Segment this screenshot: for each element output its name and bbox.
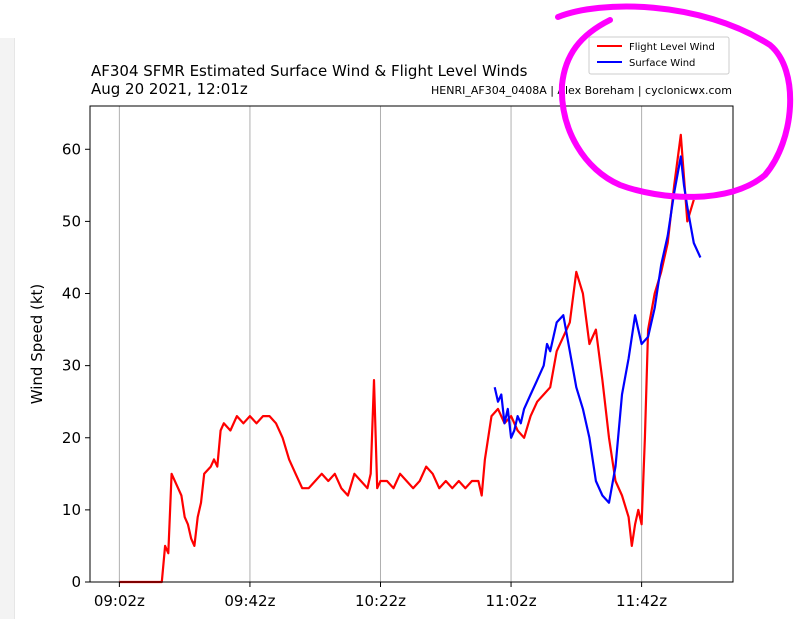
legend: Flight Level Wind Surface Wind: [588, 36, 730, 75]
chart-subtitle: Aug 20 2021, 12:01z: [91, 80, 248, 98]
plot-frame: [89, 105, 734, 583]
y-axis-label: Wind Speed (kt): [28, 284, 46, 405]
legend-label-surface: Surface Wind: [629, 58, 695, 69]
legend-box: [588, 36, 730, 75]
y-tick-label: 50: [62, 212, 81, 230]
grid-lines: [118, 106, 643, 582]
legend-label-flight-level: Flight Level Wind: [629, 42, 715, 53]
y-tick-label: 0: [71, 573, 81, 591]
series-line-surface-wind: [493, 155, 702, 504]
axis-ticks: 09:02z 09:42z 10:22z 11:02z 11:42z 0 10 20 30 40 5…: [62, 140, 667, 610]
left-window-edge: [0, 38, 15, 619]
chart-title: AF304 SFMR Estimated Surface Wind & Flig…: [91, 62, 528, 80]
x-tick-label: 09:42z: [224, 592, 275, 610]
x-tick-label: 11:02z: [485, 592, 536, 610]
highlight-circle-annotation: [555, 3, 794, 200]
x-tick-label: 11:42z: [616, 592, 667, 610]
x-tick-label: 09:02z: [94, 592, 145, 610]
chart-source: HENRI_AF304_0408A | Alex Boreham | cyclo…: [431, 84, 732, 97]
x-tick-label: 10:22z: [355, 592, 406, 610]
y-tick-label: 10: [62, 501, 81, 519]
series-line-flight-level-wind: [119, 133, 695, 584]
y-tick-label: 20: [62, 429, 81, 447]
series-layer: [119, 133, 702, 584]
y-tick-label: 60: [62, 140, 81, 158]
y-tick-label: 30: [62, 357, 81, 375]
y-tick-label: 40: [62, 285, 81, 303]
